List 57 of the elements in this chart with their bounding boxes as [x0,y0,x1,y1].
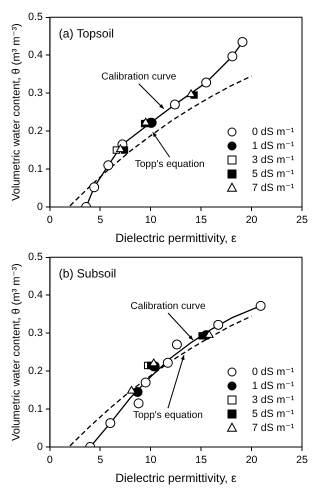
x-tick-label: 0 [46,214,53,226]
legend-label: 1 dS m⁻¹ [252,380,295,392]
point [172,340,182,350]
legend-label: 7 dS m⁻¹ [252,182,295,194]
y-tick-label: 0.4 [28,49,43,62]
annotation: Topp's equation [133,410,203,421]
legend-label: 0 dS m⁻¹ [252,126,295,138]
point [256,300,266,311]
legend-label: 0 dS m⁻¹ [252,366,295,378]
legend-label: 3 dS m⁻¹ [252,154,295,166]
text: (b) Subsoil [58,266,116,281]
legend-label: 5 dS m⁻¹ [252,408,295,420]
point [134,398,144,408]
point [201,78,212,88]
point [105,418,116,428]
point [162,358,173,368]
legend-label: 5 dS m⁻¹ [252,168,295,180]
y-axis-title: Volumetric water content, θ (m³ m⁻³) [10,263,23,441]
x-tick-label: 25 [296,214,308,226]
x-axis-title: Dielectric permittivity, ε [115,231,238,246]
y-tick-label: 0.4 [28,289,43,302]
legend-label: 7 dS m⁻¹ [252,422,295,434]
legend-label: 3 dS m⁻¹ [252,394,295,406]
point [140,378,151,388]
legend-label: 1 dS m⁻¹ [252,140,295,152]
x-tick-label: 10 [144,214,157,226]
y-tick-label: 0.5 [28,251,43,264]
y-tick-label: 0 [36,440,43,453]
x-tick-label: 25 [296,454,308,466]
y-tick-label: 0.3 [28,327,43,340]
x-tick-label: 0 [46,454,53,466]
annotation: Topp's equation [134,159,205,170]
x-axis-title: Dielectric permittivity, ε [115,471,238,486]
x-tick-label: 20 [246,214,258,226]
point [237,36,248,47]
y-tick-label: 0.5 [28,11,43,24]
x-tick-label: 15 [195,214,208,226]
annotation: Calibration curve [130,300,206,312]
y-tick-label: 0.1 [28,162,43,175]
point [213,320,224,330]
point [227,51,238,62]
point [170,100,180,110]
point [89,182,100,192]
y-tick-label: 0.2 [28,125,43,138]
x-tick-label: 5 [97,454,104,466]
y-axis-title: Volumetric water content, θ (m³ m⁻³) [10,23,23,201]
y-tick-label: 0 [36,200,43,213]
point [103,160,114,170]
x-tick-label: 20 [246,454,258,466]
y-tick-label: 0.1 [28,402,43,415]
y-tick-label: 0.3 [28,87,43,100]
text: (a) Topsoil [58,26,114,41]
x-tick-label: 10 [144,454,157,466]
y-tick-label: 0.2 [28,365,43,378]
x-tick-label: 15 [195,454,208,466]
x-tick-label: 5 [97,214,104,226]
annotation: Calibration curve [101,71,177,82]
